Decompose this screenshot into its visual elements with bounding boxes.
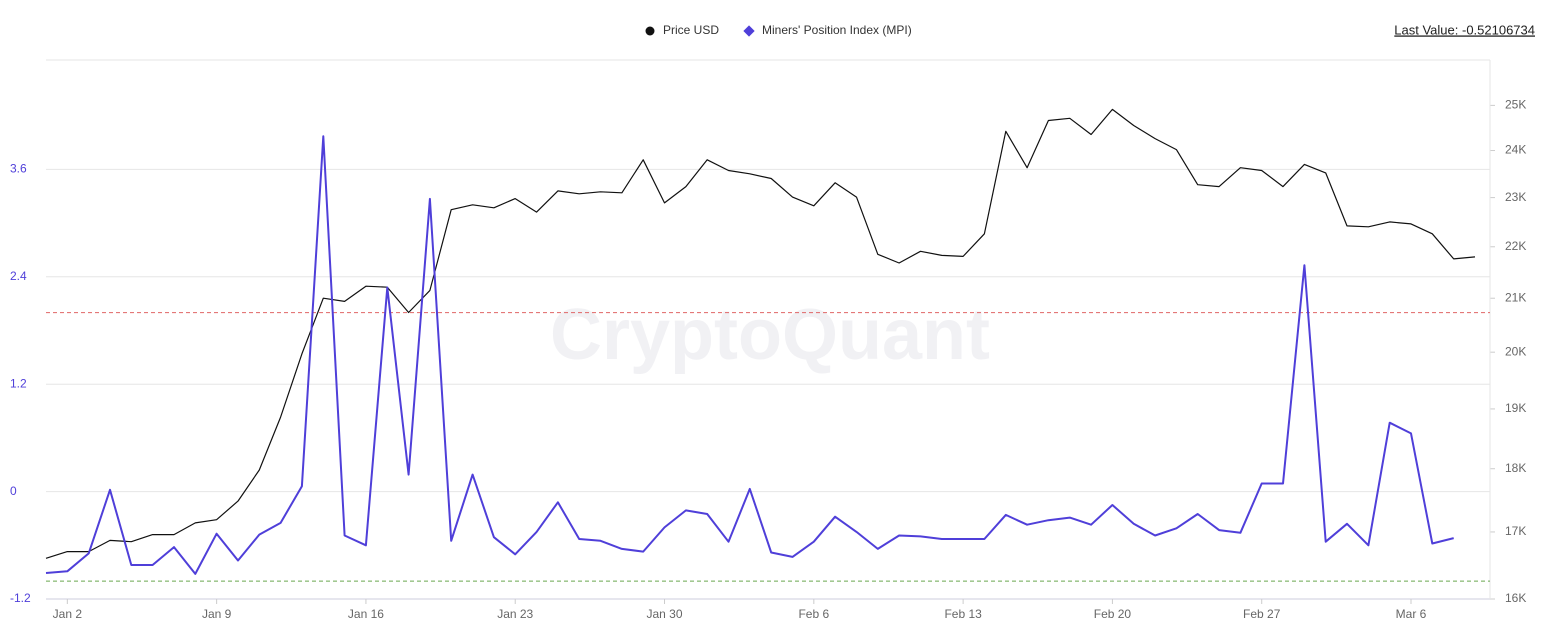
y2-tick-label: 20K <box>1505 344 1526 358</box>
x-tick-label: Feb 6 <box>798 607 829 621</box>
y2-tick-label: 23K <box>1505 190 1526 204</box>
y-tick-label: 0 <box>10 484 17 498</box>
legend-marker <box>645 26 655 36</box>
x-tick-label: Jan 16 <box>348 607 384 621</box>
y-tick-label: -1.2 <box>10 591 31 605</box>
y2-tick-label: 21K <box>1505 290 1526 304</box>
y2-tick-label: 25K <box>1505 98 1526 112</box>
legend-label: Price USD <box>663 23 719 37</box>
series-line <box>45 135 1454 575</box>
y2-tick-label: 24K <box>1505 143 1526 157</box>
x-tick-label: Feb 13 <box>944 607 982 621</box>
x-tick-label: Jan 23 <box>497 607 533 621</box>
y2-tick-label: 22K <box>1505 239 1526 253</box>
x-tick-label: Jan 9 <box>202 607 232 621</box>
y-tick-label: 1.2 <box>10 376 27 390</box>
x-tick-label: Feb 20 <box>1094 607 1132 621</box>
y2-tick-label: 19K <box>1505 401 1526 415</box>
x-tick-label: Jan 2 <box>53 607 83 621</box>
y-tick-label: 3.6 <box>10 162 27 176</box>
y2-tick-label: 16K <box>1505 591 1526 605</box>
watermark: CryptoQuant <box>550 295 990 375</box>
legend-marker <box>743 25 755 37</box>
x-tick-label: Jan 30 <box>647 607 683 621</box>
last-value: Last Value: -0.52106734 <box>1394 22 1535 37</box>
y2-tick-label: 18K <box>1505 461 1526 475</box>
x-tick-label: Feb 27 <box>1243 607 1281 621</box>
series-line <box>45 108 1476 559</box>
y2-tick-label: 17K <box>1505 524 1526 538</box>
y-tick-label: 2.4 <box>10 269 27 283</box>
legend-label: Miners' Position Index (MPI) <box>762 23 912 37</box>
x-tick-label: Mar 6 <box>1396 607 1427 621</box>
